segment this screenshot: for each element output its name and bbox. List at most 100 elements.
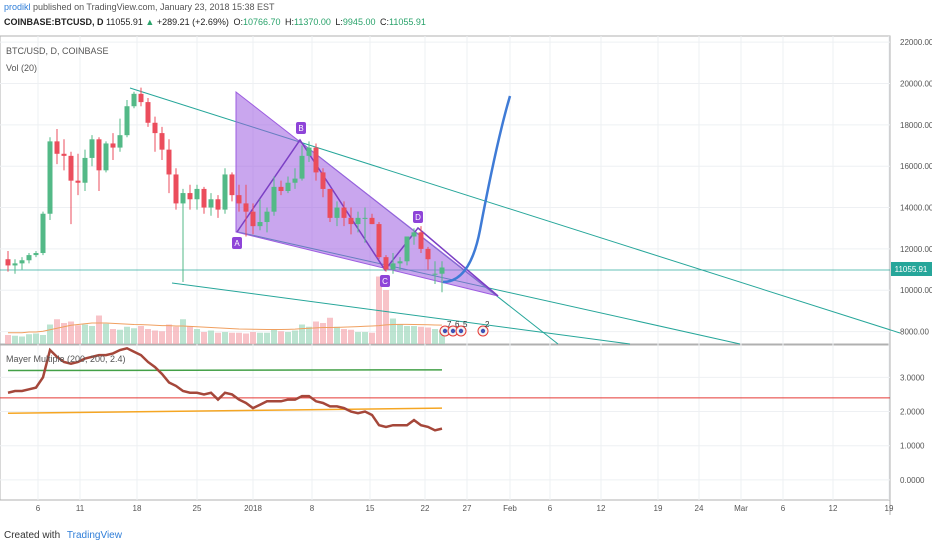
candle-body <box>404 236 410 262</box>
symbol-label: COINBASE:BTCUSD, D <box>4 17 104 27</box>
volume-bar <box>33 333 39 344</box>
up-arrow-icon: ▲ <box>145 17 155 27</box>
candle-body <box>397 261 403 264</box>
candle-body <box>201 188 207 208</box>
event-marker-dot <box>458 328 464 334</box>
volume-bar <box>194 329 200 344</box>
candle-body <box>411 232 417 237</box>
volume-bar <box>439 330 445 344</box>
volume-bar <box>285 332 291 344</box>
candle-body <box>166 149 172 175</box>
candle-body <box>439 267 445 274</box>
time-tick-label: 22 <box>421 504 430 513</box>
candle-body <box>5 259 11 266</box>
volume-bar <box>96 315 102 344</box>
volume-bar <box>432 329 438 344</box>
candle-body <box>292 178 298 183</box>
indicator-legend: Mayer Multiple (200, 200, 2.4) <box>6 354 126 364</box>
candle-body <box>355 217 361 225</box>
candle-body <box>180 193 186 204</box>
time-tick-label: 19 <box>885 504 894 513</box>
close-value: 11055.91 <box>388 17 426 27</box>
candle-body <box>33 253 39 256</box>
volume-bar <box>19 336 25 344</box>
price-change: +289.21 (+2.69%) <box>156 17 229 27</box>
mayer-band-line <box>7 407 443 414</box>
indicator-tick-label: 3.0000 <box>900 373 925 382</box>
candle-body <box>306 147 312 156</box>
volume-bar <box>40 335 46 344</box>
candle-body <box>124 106 130 136</box>
volume-bar <box>180 319 186 344</box>
volume-bar <box>383 290 389 344</box>
candle-body <box>271 186 277 212</box>
price-tick-label: 14000.00 <box>900 204 932 213</box>
time-tick-label: 6 <box>36 504 41 513</box>
price-tick-label: 18000.00 <box>900 121 932 130</box>
candle-body <box>145 102 151 123</box>
volume-bar <box>117 329 123 344</box>
pattern-label-b: B <box>298 124 303 133</box>
candle-body <box>89 139 95 158</box>
volume-bar <box>54 319 60 344</box>
publish-info: prodikl published on TradingView.com, Ja… <box>4 2 275 12</box>
author-link[interactable]: prodikl <box>4 2 31 12</box>
main-pane-frame <box>0 35 891 345</box>
candle-body <box>19 260 25 264</box>
time-axis-labels: 6 11 18 25 2018 8 15 22 27 Feb 6 12 19 24 Mar 6 12 19 <box>36 504 894 513</box>
pattern-label-d: D <box>415 213 421 222</box>
volume-bar <box>208 330 214 344</box>
candle-body <box>243 203 249 212</box>
mayer-multiple-line <box>7 346 443 432</box>
candle-body <box>138 93 144 103</box>
volume-bar <box>369 332 375 344</box>
event-marker-dot <box>480 328 486 334</box>
candle-body <box>250 211 256 227</box>
candle-body <box>425 248 431 260</box>
pattern-label-a: A <box>234 239 240 248</box>
volume-bar <box>411 326 417 344</box>
volume-bar <box>397 324 403 344</box>
lower-parallel-line <box>171 282 631 345</box>
low-label: L: <box>335 17 343 27</box>
footer: Created with TradingView <box>4 530 122 541</box>
volume-bar <box>243 333 249 344</box>
price-tick-label: 22000.00 <box>900 38 932 47</box>
current-price-label: 11055.91 <box>895 265 928 274</box>
volume-bar <box>362 332 368 344</box>
pattern-label-badge <box>232 237 242 249</box>
volume-bar <box>47 324 53 344</box>
pattern-labels: A B C D <box>232 122 423 287</box>
candle-body <box>187 193 193 200</box>
time-tick-label: Mar <box>734 504 748 513</box>
open-label: O: <box>233 17 243 27</box>
time-tick-label: 6 <box>781 504 786 513</box>
indicator-tick-label: 2.0000 <box>900 408 925 417</box>
volume-bar <box>306 326 312 344</box>
candle-body <box>159 133 165 150</box>
volume-bar <box>229 332 235 344</box>
pattern-label-c: C <box>382 277 388 286</box>
candle-body <box>278 186 284 191</box>
time-tick-label: 27 <box>463 504 472 513</box>
time-tick-label: 6 <box>548 504 553 513</box>
volume-bar <box>12 335 18 344</box>
volume-bar <box>334 326 340 344</box>
candle-body <box>131 93 137 107</box>
volume-bar <box>404 326 410 344</box>
event-marker-count: 5 <box>463 320 468 329</box>
candle-body <box>222 174 228 210</box>
candle-body <box>327 188 333 218</box>
candle-body <box>299 155 305 179</box>
candle-body <box>320 172 326 189</box>
indicator-pane-frame <box>0 344 891 501</box>
volume-bar <box>89 326 95 344</box>
volume-bar <box>390 318 396 344</box>
candle-body <box>236 195 242 204</box>
volume-bar <box>425 327 431 344</box>
tradingview-logo[interactable]: TradingView <box>66 530 122 541</box>
volume-bar <box>124 326 130 344</box>
volume-bar <box>145 329 151 344</box>
volume-ma-line <box>8 322 443 334</box>
